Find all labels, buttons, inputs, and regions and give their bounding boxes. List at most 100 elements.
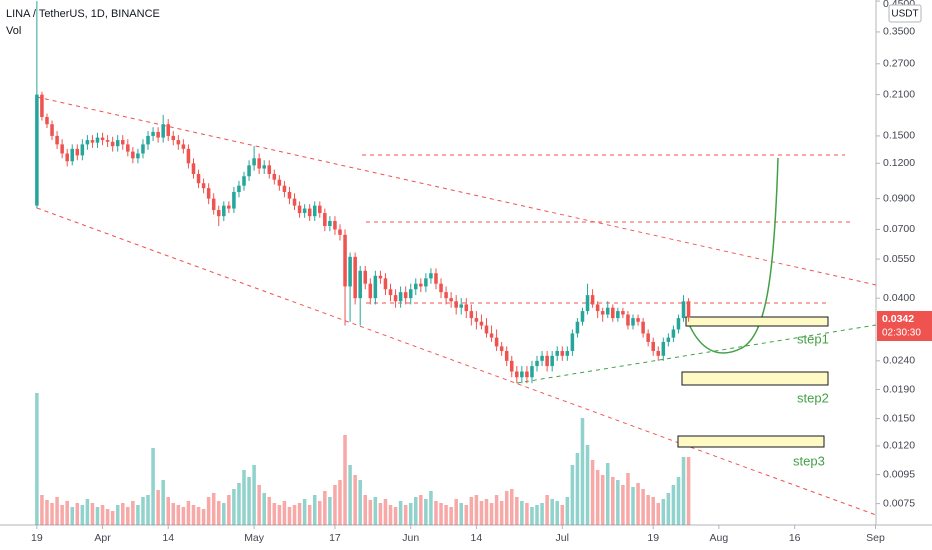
candle-body: [216, 210, 221, 217]
candle-body: [454, 301, 458, 308]
volume-bar: [383, 499, 388, 525]
y-tick-label: 0.0120: [883, 440, 915, 452]
candle-body: [136, 153, 140, 159]
volume-bar: [252, 465, 256, 525]
candle-body: [272, 173, 277, 180]
candle-body: [60, 144, 64, 154]
volume-bar: [55, 497, 59, 525]
x-tick-label: Sep: [866, 532, 885, 544]
candle-body: [35, 94, 39, 206]
candle-body: [358, 270, 362, 299]
candle-body: [252, 158, 256, 166]
volume-bar: [60, 505, 64, 525]
volume-bar: [181, 507, 186, 525]
volume-bar: [141, 497, 145, 525]
volume-bar: [424, 499, 428, 525]
candle-body: [262, 165, 266, 169]
candle-body: [424, 278, 428, 287]
volume-bar: [535, 505, 539, 525]
volume-bar: [70, 507, 75, 525]
candle-body: [141, 144, 145, 154]
y-tick-label: 0.0550: [883, 253, 915, 265]
candle-body: [535, 360, 539, 367]
candle-body: [661, 341, 666, 356]
candle-body: [479, 321, 484, 326]
candle-body: [227, 205, 231, 209]
volume-bar: [641, 489, 645, 525]
candle-body: [282, 185, 287, 192]
candle-body: [95, 137, 100, 143]
volume-bar: [545, 495, 549, 525]
volume-bar: [302, 499, 307, 525]
volume-bar: [499, 501, 504, 525]
x-tick-label: Aug: [710, 532, 729, 544]
candle-body: [575, 321, 580, 334]
volume-bar: [590, 460, 595, 525]
zone-box: [677, 435, 825, 448]
volume-bar: [434, 501, 438, 525]
candle-body: [131, 151, 135, 159]
currency-box: [888, 4, 922, 23]
candle-body: [403, 292, 408, 299]
volume-bar: [358, 480, 362, 525]
volume-bar: [267, 497, 272, 525]
volume-bar: [216, 501, 221, 525]
volume-bar: [328, 497, 332, 525]
candle-body: [151, 131, 155, 136]
volume-bar: [414, 497, 418, 525]
volume-bar: [131, 501, 135, 525]
volume-bar: [343, 435, 347, 525]
candle-body: [90, 140, 95, 143]
volume-bar: [40, 495, 44, 525]
x-tick-label: 16: [789, 532, 801, 544]
x-tick-label: Jul: [556, 532, 569, 544]
volume-bar: [368, 500, 373, 525]
volume-bar: [136, 505, 140, 525]
volume-bar: [454, 499, 458, 525]
candle-body: [267, 165, 272, 174]
candle-body: [489, 333, 494, 338]
candle-body: [45, 117, 49, 125]
volume-bar: [525, 503, 529, 525]
candle-body: [434, 273, 438, 284]
candle-body: [146, 135, 150, 145]
x-tick-label: Jun: [402, 532, 419, 544]
candle-body: [105, 140, 110, 142]
volume-bar: [120, 503, 125, 525]
x-tick-label: 19: [647, 532, 659, 544]
volume-bar: [520, 501, 524, 525]
x-tick-label: Apr: [94, 532, 111, 544]
volume-bar: [110, 511, 115, 525]
currency-label: USDT: [891, 9, 918, 20]
candle-body: [287, 191, 292, 199]
volume-bar: [600, 475, 605, 525]
y-tick-label: 0.2700: [883, 58, 915, 70]
volume-bar: [90, 503, 95, 525]
candle-body: [318, 205, 322, 214]
candle-body: [247, 165, 251, 177]
candle-body: [636, 318, 640, 322]
candle-body: [338, 229, 342, 235]
volume-bar: [565, 497, 570, 525]
volume-bar: [80, 505, 85, 525]
candle-body: [444, 292, 448, 299]
candle-body: [449, 298, 453, 302]
step-label: step1: [797, 331, 829, 346]
candle-body: [398, 292, 403, 302]
volume-bar: [676, 477, 681, 525]
candle-body: [590, 295, 595, 305]
candle-body: [611, 307, 615, 319]
candle-body: [181, 144, 186, 149]
volume-bar: [636, 483, 640, 525]
volume-bar: [287, 507, 292, 525]
volume-bar: [161, 480, 165, 525]
candle-body: [681, 301, 686, 319]
candle-body: [302, 208, 307, 214]
candle-body: [530, 366, 534, 378]
volume-bar: [540, 503, 544, 525]
volume-bar: [323, 491, 327, 525]
volume-bar: [353, 475, 357, 525]
candle-body: [585, 295, 590, 312]
candle-body: [560, 351, 565, 356]
candle-body: [469, 311, 474, 319]
